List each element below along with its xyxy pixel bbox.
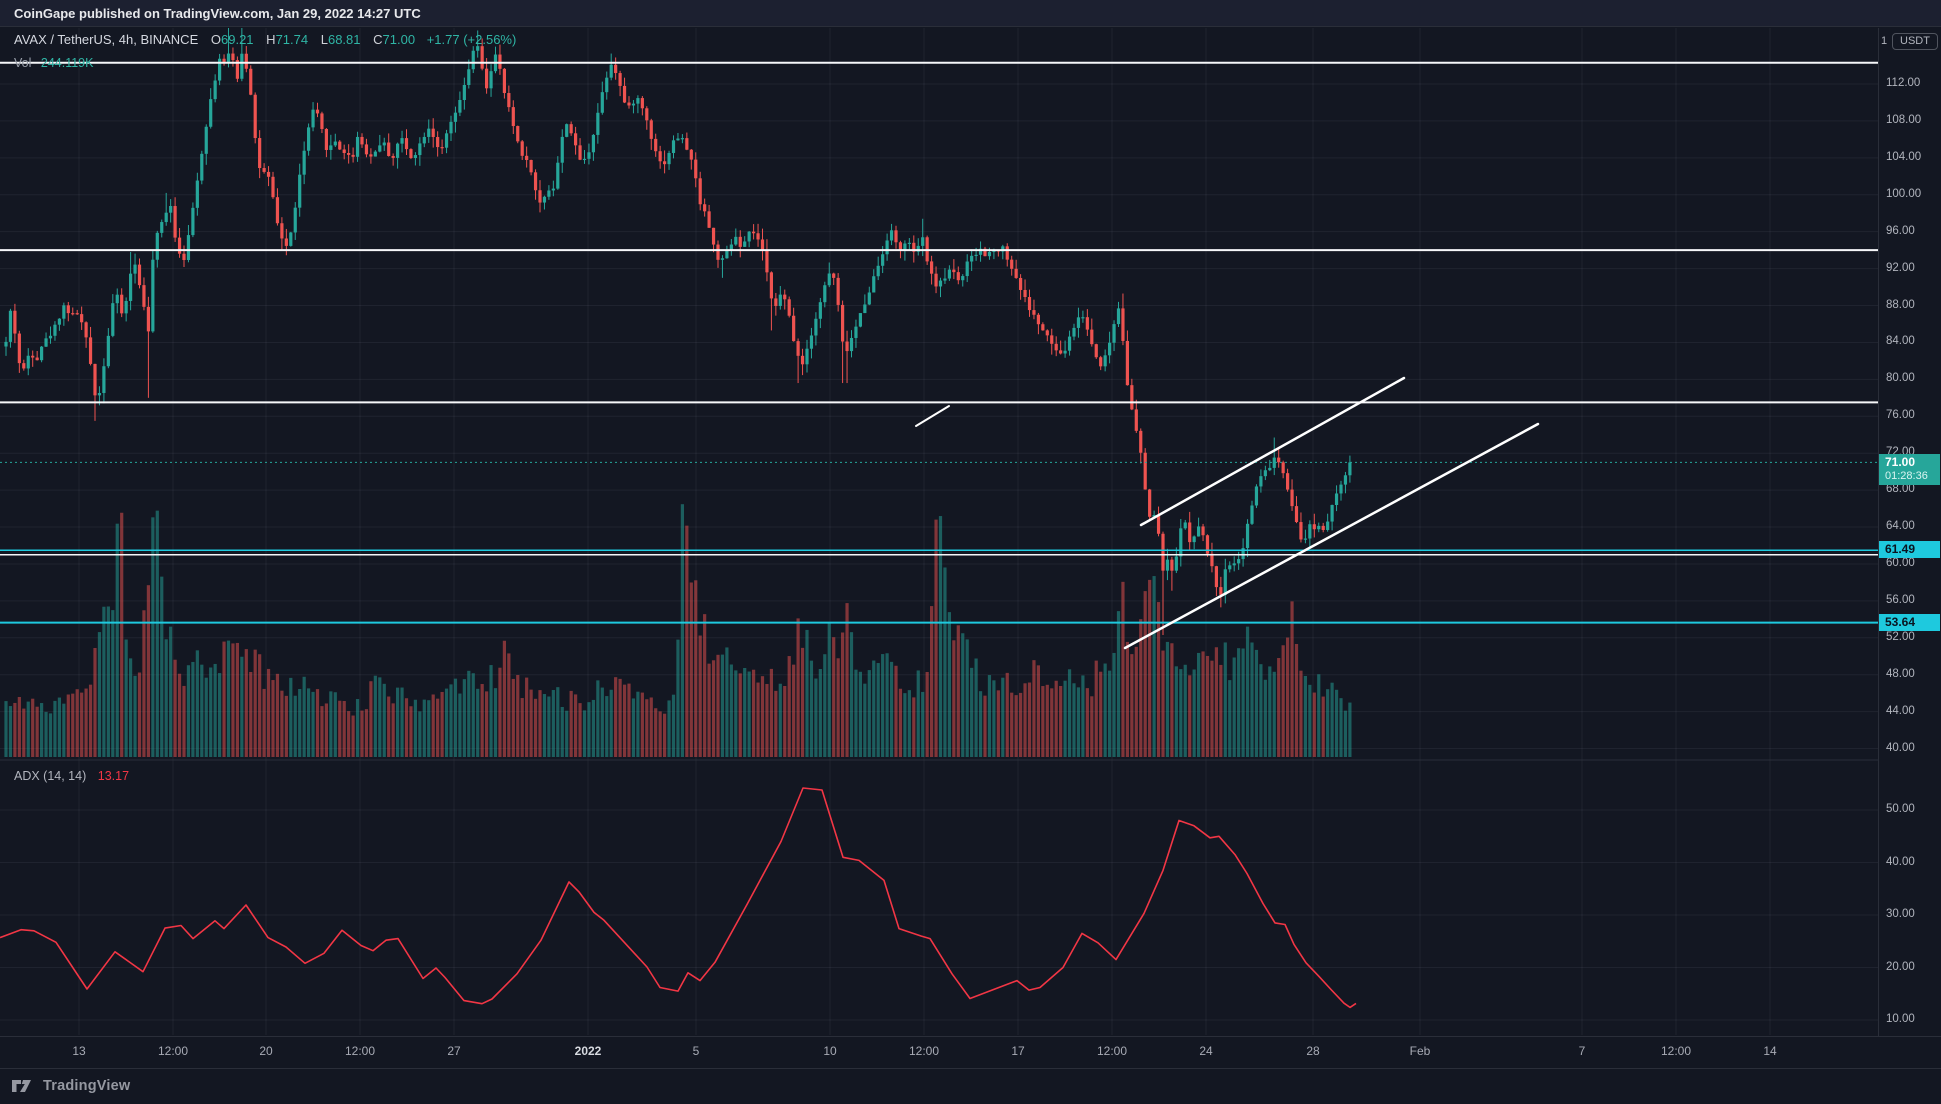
open-value: 69.21 [221,32,254,47]
time-axis-label: 12:00 [344,1044,376,1058]
time-axis[interactable] [0,1036,1941,1067]
time-axis-label: 24 [1199,1044,1213,1058]
time-axis-label: 5 [692,1044,700,1058]
price-axis-label: 64.00 [1886,520,1915,533]
open-label: O [210,32,221,47]
volume-series [4,504,1352,757]
grid-lines [0,28,1878,1035]
high-value: 71.74 [275,32,309,47]
tradingview-logo-icon[interactable] [12,1078,36,1094]
volume-value: 244.119K [40,56,94,70]
price-axis-label: 108.00 [1886,113,1922,126]
time-axis-label: Feb [1409,1044,1431,1058]
bar-countdown: 01:28:36 [1885,470,1928,483]
adx-legend[interactable]: ADX (14, 14) 13.17 [14,769,129,783]
banner-text: CoinGape published on TradingView.com, J… [14,6,421,21]
time-axis-label: 13 [72,1044,86,1058]
level-price-badge: 61.49 [1879,541,1940,559]
volume-label: Vol [14,56,32,70]
volume-legend[interactable]: Vol 244.119K [14,56,93,70]
price-axis-label: 60.00 [1886,556,1915,569]
change-value: +1.77 (+2.56%) [426,32,517,47]
adx-line [0,787,1357,1009]
price-axis-label: 84.00 [1886,335,1915,348]
last-price-value: 71.00 [1885,455,1916,470]
price-axis-label: 112.00 [1886,77,1921,89]
time-axis-label: 17 [1011,1044,1025,1058]
adx-axis-label: 20.00 [1886,960,1915,973]
adx-value: 13.17 [97,769,130,783]
publish-banner: CoinGape published on TradingView.com, J… [0,0,1941,27]
trend-channel-lines[interactable] [915,376,1540,650]
time-axis-label: 2022 [574,1044,602,1058]
price-axis-label: 52.00 [1886,630,1915,643]
adx-axis-label: 30.00 [1886,908,1915,920]
last-price-badge: 71.00 01:28:36 [1879,454,1940,486]
price-axis-label: 80.00 [1886,372,1915,385]
high-label: H [266,32,276,47]
price-axis-label: 68.00 [1886,483,1915,496]
symbol-title[interactable]: AVAX / TetherUS, 4h, BINANCE [14,32,199,47]
level-price-badge: 53.64 [1879,613,1940,631]
adx-axis-label: 50.00 [1886,803,1915,815]
symbol-legend[interactable]: AVAX / TetherUS, 4h, BINANCE O69.21 H71.… [14,32,516,47]
currency-toggle-badge[interactable]: USDT [1892,33,1938,50]
close-label: C [373,32,383,47]
chart-canvas[interactable] [0,28,1941,1035]
adx-axis-label: 40.00 [1886,855,1915,868]
time-axis-label: 7 [1578,1044,1586,1058]
time-axis-label: 14 [1763,1044,1777,1058]
price-axis-label: 48.00 [1886,667,1915,680]
time-axis-label: 10 [823,1044,837,1058]
time-axis-label: 12:00 [1096,1044,1128,1058]
time-axis-label: 28 [1306,1044,1320,1058]
price-axis-label: 100.00 [1886,187,1922,200]
price-axis-label: 40.00 [1886,741,1915,754]
tradingview-logo-text[interactable]: TradingView [43,1078,131,1094]
footer-bar: TradingView [0,1068,1941,1104]
price-axis-scale-fragment: 1 [1881,35,1888,47]
time-axis-label: 12:00 [1660,1044,1692,1058]
low-value: 68.81 [327,32,361,47]
adx-axis-label: 10.00 [1886,1013,1915,1025]
price-axis-label: 44.00 [1886,704,1915,717]
price-axis-label: 96.00 [1886,224,1915,237]
horizontal-level-lines[interactable] [0,61,1878,624]
time-axis-label: 12:00 [908,1044,940,1058]
candlestick-series [4,28,1352,636]
low-label: L [320,32,328,47]
time-axis-label: 12:00 [157,1044,189,1058]
price-axis-label: 76.00 [1886,409,1915,422]
price-axis-label: 88.00 [1886,298,1915,311]
price-axis-label: 92.00 [1886,261,1915,274]
price-axis-label: 104.00 [1886,150,1922,163]
time-axis-label: 27 [447,1044,461,1058]
close-value: 71.00 [382,32,416,47]
time-axis-label: 20 [259,1044,273,1058]
price-axis-label: 56.00 [1886,593,1915,606]
adx-label: ADX (14, 14) [14,769,87,783]
